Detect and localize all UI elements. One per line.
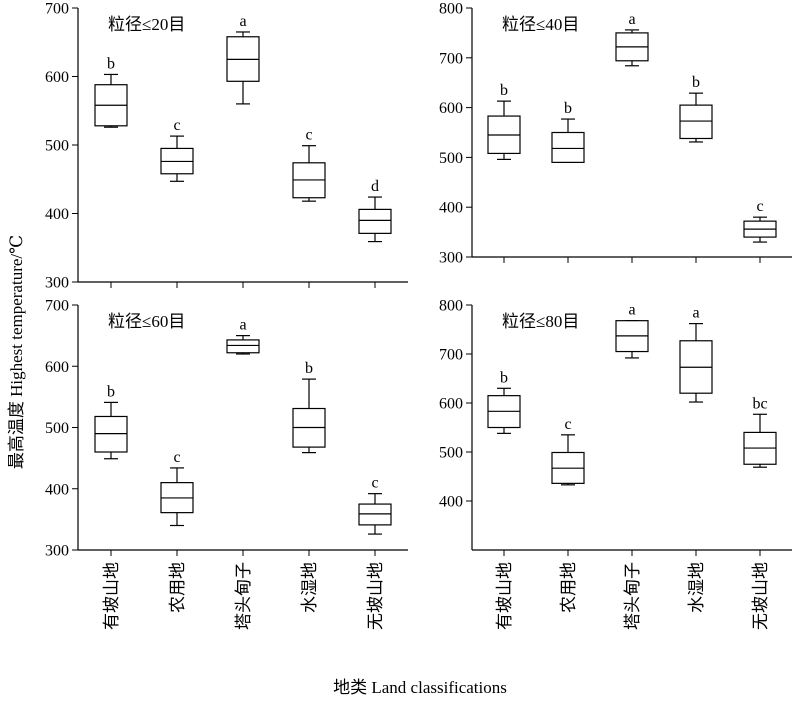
panel-title: 粒径≤60目	[108, 312, 185, 331]
box-4: b	[679, 74, 713, 143]
box-1: b	[94, 383, 128, 460]
significance-label: c	[173, 117, 180, 134]
y-tick-label: 400	[45, 206, 69, 223]
y-tick-label: 600	[439, 100, 463, 117]
box-5: d	[358, 178, 392, 243]
y-tick-label: 600	[439, 396, 463, 413]
significance-label: c	[756, 198, 763, 215]
y-tick-label: 700	[45, 1, 69, 18]
x-axis-title: 地类 Land classifications	[333, 678, 507, 697]
box-2: b	[551, 100, 585, 163]
box-2: c	[551, 416, 585, 486]
category-label: 农用地	[559, 562, 578, 613]
panel-title: 粒径≤80目	[502, 312, 579, 331]
significance-label: d	[371, 178, 379, 195]
y-tick-label: 500	[439, 150, 463, 167]
significance-label: b	[500, 369, 508, 386]
y-tick-label: 500	[45, 138, 69, 155]
box-4: a	[679, 305, 713, 403]
panel-title: 粒径≤40目	[502, 15, 579, 34]
box-4: b	[292, 360, 326, 454]
iqr-box	[226, 339, 260, 354]
category-label: 水湿地	[687, 562, 706, 613]
significance-label: b	[107, 55, 115, 72]
category-label: 无坡山地	[751, 562, 770, 630]
box-5: c	[358, 475, 392, 535]
category-label: 无坡山地	[366, 562, 385, 630]
y-tick-label: 700	[439, 347, 463, 364]
iqr-box	[358, 503, 392, 526]
box-2: c	[160, 117, 194, 182]
significance-label: b	[305, 360, 313, 377]
significance-label: a	[239, 317, 246, 334]
y-tick-label: 700	[439, 50, 463, 67]
significance-label: a	[628, 302, 635, 319]
y-tick-label: 400	[439, 200, 463, 217]
significance-label: c	[173, 449, 180, 466]
y-tick-label: 600	[45, 69, 69, 86]
y-tick-label: 500	[439, 445, 463, 462]
box-5: c	[743, 198, 777, 243]
category-label: 有坡山地	[102, 562, 121, 630]
box-3: a	[615, 11, 649, 67]
box-1: b	[487, 369, 521, 434]
y-tick-label: 600	[45, 359, 69, 376]
panel-1: 300 400 500 600 700 b c a c d 粒径≤20目	[45, 1, 408, 292]
y-tick-label: 300	[45, 543, 69, 560]
y-tick-label: 400	[45, 481, 69, 498]
y-tick-label: 800	[439, 298, 463, 315]
significance-label: c	[564, 416, 571, 433]
significance-label: c	[305, 127, 312, 144]
iqr-box	[679, 104, 713, 140]
panel-2: 300 400 500 600 700 800 b b a b c 粒径≤40目	[439, 1, 792, 267]
y-axis-title: 最高温度 Highest temperature/℃	[7, 235, 26, 469]
panel-title: 粒径≤20目	[108, 15, 185, 34]
category-label: 有坡山地	[495, 562, 514, 630]
y-tick-label: 700	[45, 298, 69, 315]
significance-label: b	[564, 100, 572, 117]
significance-label: a	[628, 11, 635, 28]
y-tick-label: 400	[439, 494, 463, 511]
box-5: bc	[743, 395, 777, 468]
significance-label: b	[107, 383, 115, 400]
box-3: a	[615, 302, 649, 359]
iqr-box	[94, 415, 128, 453]
box-2: c	[160, 449, 194, 527]
category-label: 水湿地	[300, 562, 319, 613]
y-tick-label: 500	[45, 420, 69, 437]
box-3: a	[226, 13, 260, 105]
y-tick-label: 300	[45, 275, 69, 292]
category-label: 塔头甸子	[623, 562, 642, 630]
panel-3: 300 400 500 600 700 有坡山地 农用地 塔头甸子 水湿地 无坡山地 b c a b c 粒径…	[45, 298, 408, 630]
significance-label: a	[692, 305, 699, 322]
y-tick-label: 800	[439, 1, 463, 18]
significance-label: b	[692, 74, 700, 91]
significance-label: b	[500, 82, 508, 99]
significance-label: c	[371, 475, 378, 492]
category-label: 农用地	[168, 562, 187, 613]
box-3: a	[226, 317, 260, 355]
iqr-box	[551, 131, 585, 163]
category-label: 塔头甸子	[234, 562, 253, 630]
box-4: c	[292, 127, 326, 202]
y-tick-label: 300	[439, 250, 463, 267]
box-1: b	[487, 82, 521, 160]
significance-label: a	[239, 13, 246, 30]
significance-label: bc	[752, 395, 767, 412]
box-1: b	[94, 55, 128, 128]
iqr-box	[358, 208, 392, 234]
